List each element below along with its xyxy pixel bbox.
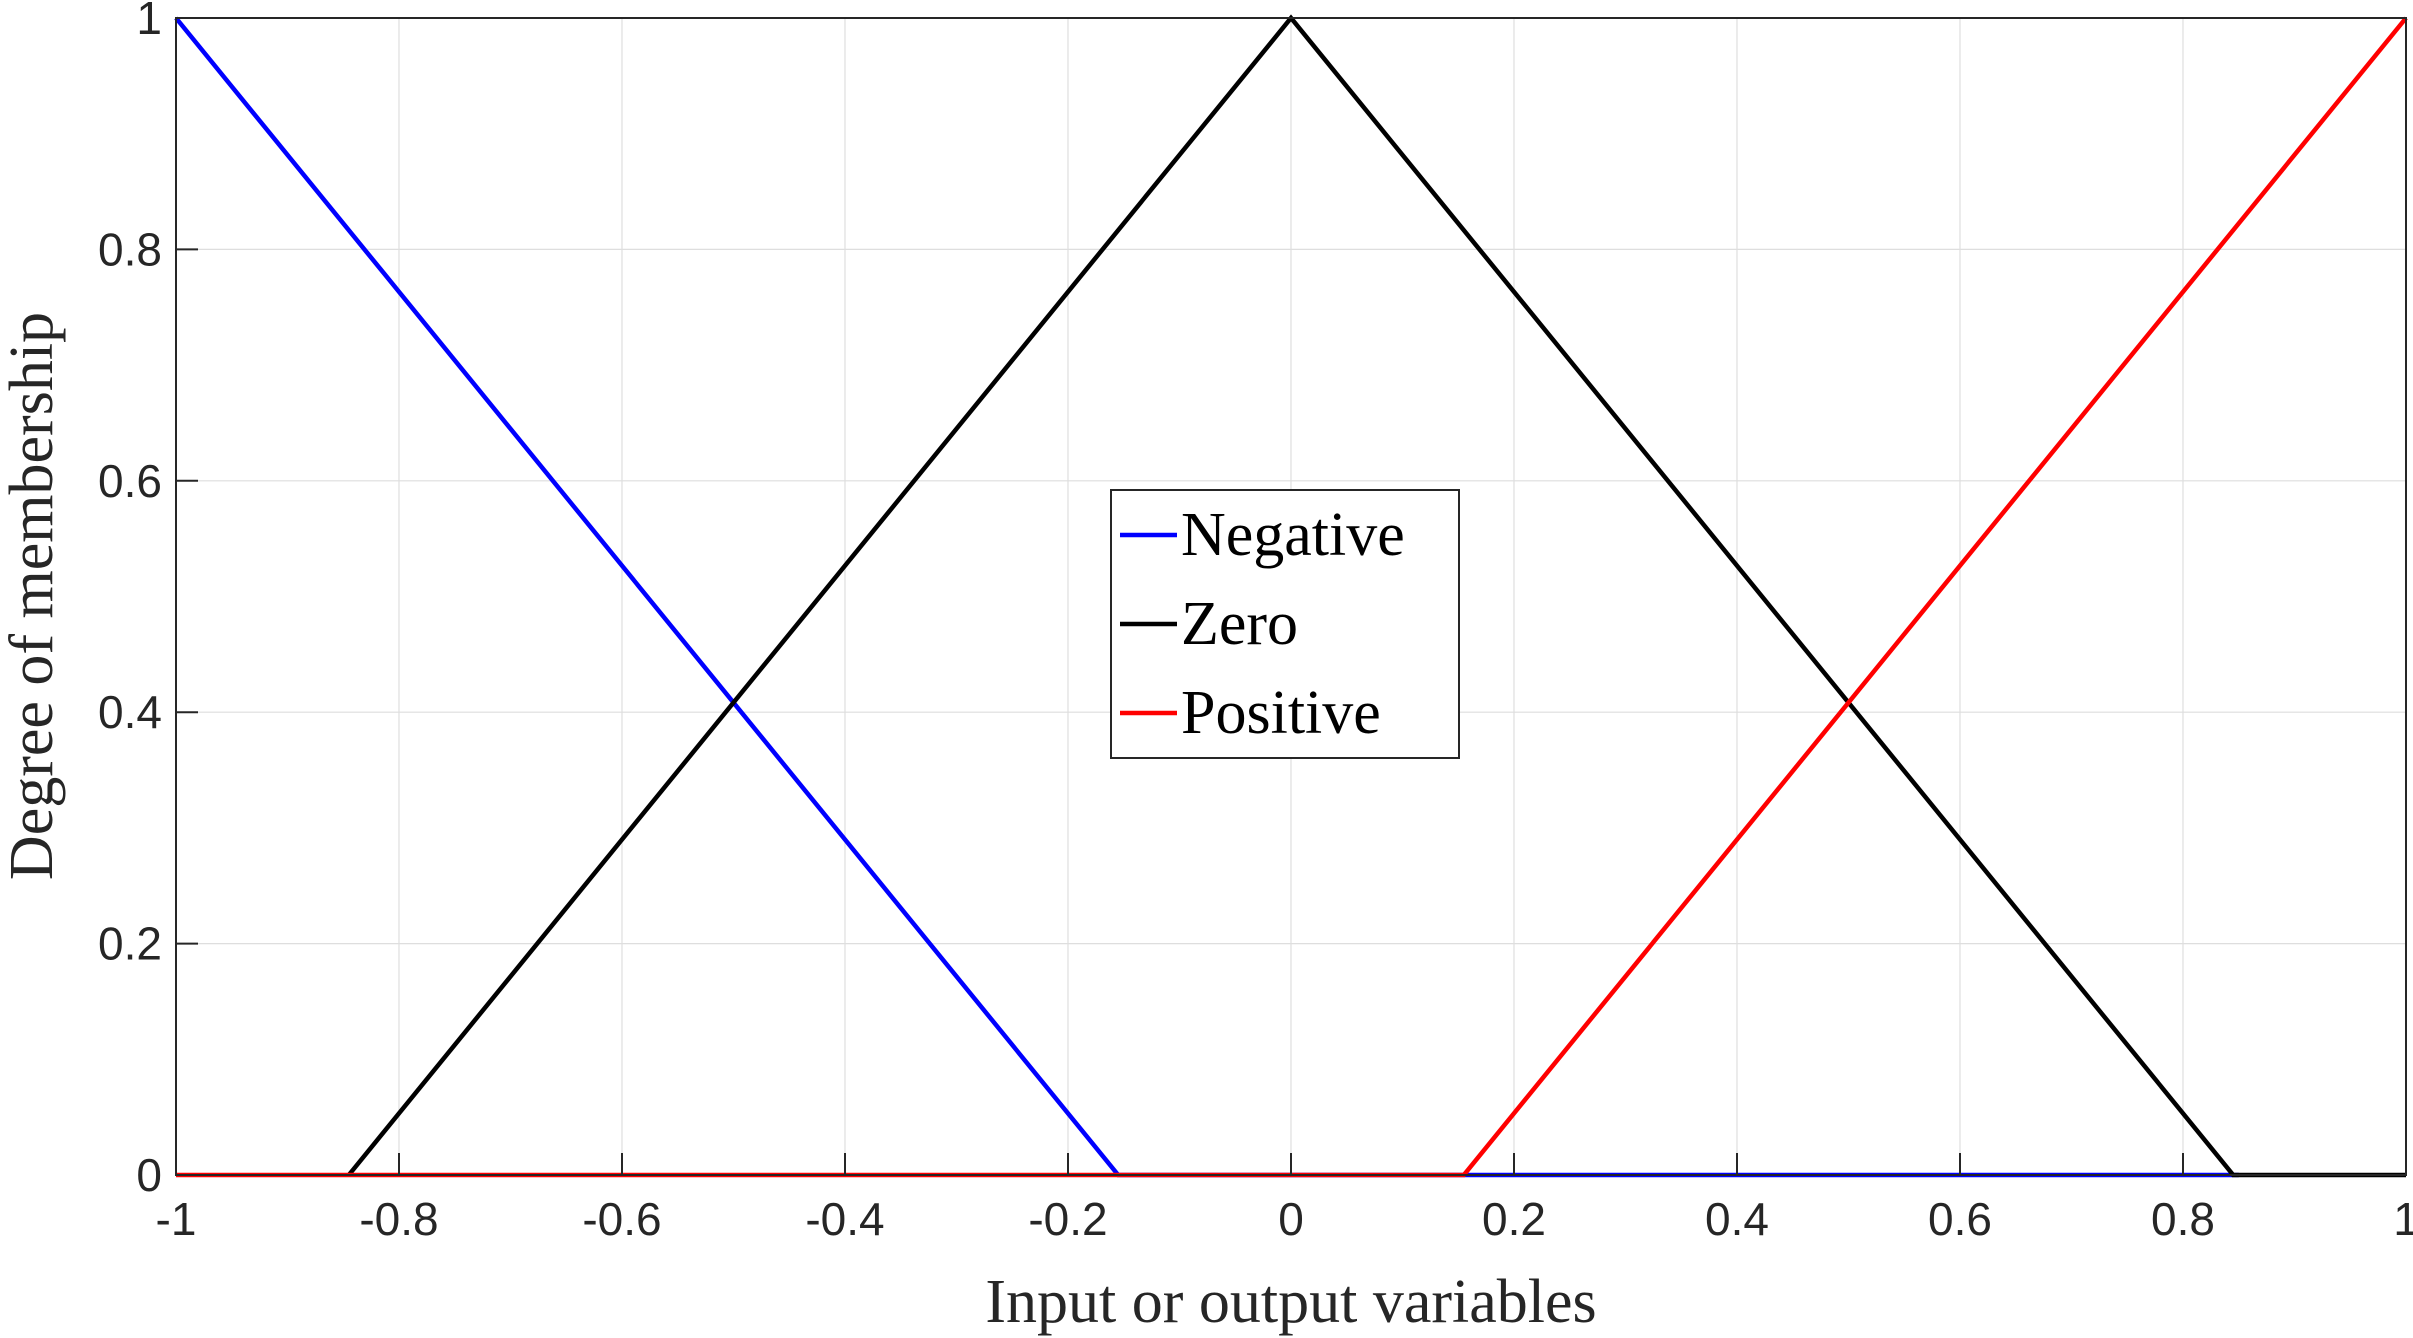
y-axis-ticks: 0 0.2 0.4 0.6 0.8 1 xyxy=(98,0,198,1201)
x-tick-label: -0.6 xyxy=(582,1193,661,1245)
y-tick-label: 0 xyxy=(136,1149,162,1201)
y-tick-label: 0.4 xyxy=(98,686,162,738)
legend: Negative Zero Positive xyxy=(1110,489,1460,759)
y-tick-label: 0.8 xyxy=(98,223,162,275)
x-tick-label: 0.8 xyxy=(2151,1193,2215,1245)
y-axis-title: Degree of membership xyxy=(0,312,66,880)
legend-label-zero: Zero xyxy=(1181,590,1298,658)
x-tick-label: 0.6 xyxy=(1928,1193,1992,1245)
x-tick-label: 0.4 xyxy=(1705,1193,1769,1245)
x-axis-title: Input or output variables xyxy=(985,1268,1596,1336)
x-tick-label: -0.2 xyxy=(1028,1193,1107,1245)
x-tick-label: -0.4 xyxy=(805,1193,884,1245)
x-tick-label: 0 xyxy=(1278,1193,1304,1245)
y-tick-label: 0.2 xyxy=(98,918,162,970)
y-tick-label: 1 xyxy=(136,0,162,44)
x-tick-label: 0.2 xyxy=(1482,1193,1546,1245)
x-axis-ticks: -1 -0.8 -0.6 -0.4 -0.2 0 0.2 0.4 0.6 0.8 1 xyxy=(156,1153,2413,1245)
legend-label-negative: Negative xyxy=(1181,501,1405,569)
legend-label-positive: Positive xyxy=(1181,679,1381,747)
y-tick-label: 0.6 xyxy=(98,455,162,507)
x-tick-label: -1 xyxy=(156,1193,197,1245)
x-tick-label: 1 xyxy=(2393,1193,2413,1245)
x-tick-label: -0.8 xyxy=(359,1193,438,1245)
